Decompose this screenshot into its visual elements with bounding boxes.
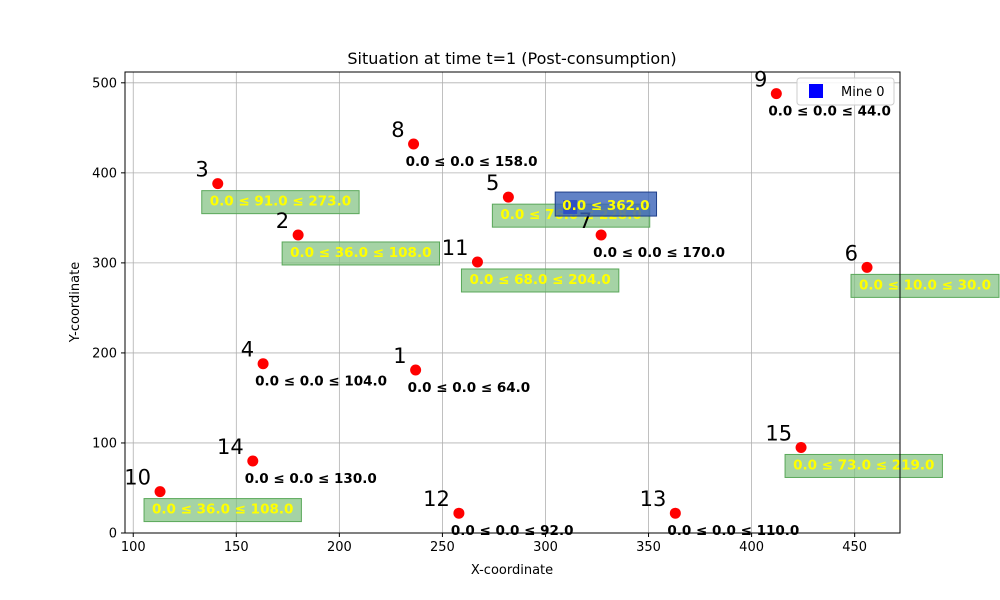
x-tick-label: 400 xyxy=(739,540,764,555)
node-id-label: 11 xyxy=(442,236,469,260)
node-value-label: 0.0 ≤ 0.0 ≤ 130.0 xyxy=(245,471,377,487)
annotation-box xyxy=(850,273,1000,298)
y-tick-label: 400 xyxy=(92,166,117,181)
x-tick-label: 450 xyxy=(842,540,867,555)
node-point xyxy=(212,178,224,190)
legend: Mine 0 xyxy=(796,77,895,106)
x-tick-label: 150 xyxy=(224,540,249,555)
mine-annotation: 0.0 ≤ 362.0 xyxy=(554,191,658,217)
node-point xyxy=(408,138,420,150)
x-axis-label: X-coordinate xyxy=(471,563,553,578)
node-point xyxy=(861,261,873,273)
node-point xyxy=(257,358,269,370)
node-value-label: 0.0 ≤ 68.0 ≤ 204.0 xyxy=(469,272,610,288)
plot-frame xyxy=(124,71,901,534)
y-tick-label: 100 xyxy=(92,436,117,451)
node-id-label: 3 xyxy=(195,158,208,182)
annotation-box xyxy=(281,241,440,266)
node-annotation: 0.0 ≤ 91.0 ≤ 273.0 xyxy=(201,190,360,215)
y-tick-label: 0 xyxy=(109,527,117,542)
annotation-box xyxy=(460,268,620,293)
annotation-box xyxy=(143,498,302,523)
node-value-label: 0.0 ≤ 0.0 ≤ 158.0 xyxy=(406,154,538,170)
axis-ticks: 100 150 200 250 300 350 400 450 0 100 200 300 400 500 xyxy=(92,76,867,555)
node-value-label: 0.0 ≤ 0.0 ≤ 110.0 xyxy=(667,523,799,539)
node-annotation: 0.0 ≤ 68.0 ≤ 204.0 xyxy=(460,268,620,293)
node-point xyxy=(453,507,465,519)
node-point xyxy=(471,256,483,268)
node-annotation: 0.0 ≤ 73.0 ≤ 219.0 xyxy=(784,453,943,478)
chart-title: Situation at time t=1 (Post-consumption) xyxy=(347,49,676,68)
node-id-label: 12 xyxy=(423,487,450,511)
node-id-label: 5 xyxy=(486,171,499,195)
node-id-label: 6 xyxy=(845,241,858,265)
node-point xyxy=(669,507,681,519)
y-tick-label: 200 xyxy=(92,346,117,361)
legend-mine-label: Mine 0 xyxy=(841,85,884,100)
node-value-label: 0.0 ≤ 73.0 ≤ 219.0 xyxy=(793,457,934,473)
node-value-label: 0.0 ≤ 36.0 ≤ 108.0 xyxy=(290,245,431,261)
node-id-label: 8 xyxy=(391,118,404,142)
node-id-label: 1 xyxy=(393,344,406,368)
node-point xyxy=(595,229,607,241)
annotation-box xyxy=(201,190,360,215)
legend-mine-swatch xyxy=(809,84,823,98)
node-id-label: 13 xyxy=(640,487,667,511)
node-id-label: 15 xyxy=(765,421,792,445)
node-id-label: 14 xyxy=(217,435,244,459)
node-point xyxy=(247,455,259,467)
node-point xyxy=(410,364,422,376)
x-tick-label: 100 xyxy=(121,540,146,555)
mine-value-label: 0.0 ≤ 362.0 xyxy=(562,198,649,214)
x-tick-label: 200 xyxy=(327,540,352,555)
node-value-label: 0.0 ≤ 36.0 ≤ 108.0 xyxy=(152,502,293,518)
mine-annotation-box xyxy=(554,191,658,217)
y-axis-label: Y-coordinate xyxy=(68,262,83,343)
node-annotation: 0.0 ≤ 10.0 ≤ 30.0 xyxy=(850,273,1000,298)
node-id-label: 9 xyxy=(754,68,767,92)
node-value-label: 0.0 ≤ 10.0 ≤ 30.0 xyxy=(859,277,991,293)
x-tick-label: 350 xyxy=(636,540,661,555)
node-id-label: 4 xyxy=(241,338,254,362)
node-value-label: 0.0 ≤ 0.0 ≤ 104.0 xyxy=(255,374,387,390)
x-tick-label: 300 xyxy=(533,540,558,555)
node-value-label: 0.0 ≤ 0.0 ≤ 170.0 xyxy=(593,245,725,261)
node-value-label: 0.0 ≤ 0.0 ≤ 64.0 xyxy=(408,380,531,396)
node-id-label: 10 xyxy=(124,466,151,490)
node-point xyxy=(770,88,782,100)
y-tick-label: 500 xyxy=(92,76,117,91)
y-tick-label: 300 xyxy=(92,256,117,271)
annotation-box xyxy=(784,453,943,478)
node-point xyxy=(502,191,514,203)
mine-annotations: 0.0 ≤ 362.0 xyxy=(554,191,658,217)
node-annotation: 0.0 ≤ 36.0 ≤ 108.0 xyxy=(281,241,440,266)
node-point xyxy=(154,486,166,498)
node-point xyxy=(795,441,807,453)
node-value-label: 0.0 ≤ 91.0 ≤ 273.0 xyxy=(210,194,351,210)
node-id-label: 2 xyxy=(276,209,289,233)
node-point xyxy=(292,229,304,241)
x-tick-label: 250 xyxy=(430,540,455,555)
node-annotation: 0.0 ≤ 36.0 ≤ 108.0 xyxy=(143,498,302,523)
node-value-label: 0.0 ≤ 0.0 ≤ 44.0 xyxy=(768,104,891,120)
node-value-label: 0.0 ≤ 0.0 ≤ 92.0 xyxy=(451,523,574,539)
